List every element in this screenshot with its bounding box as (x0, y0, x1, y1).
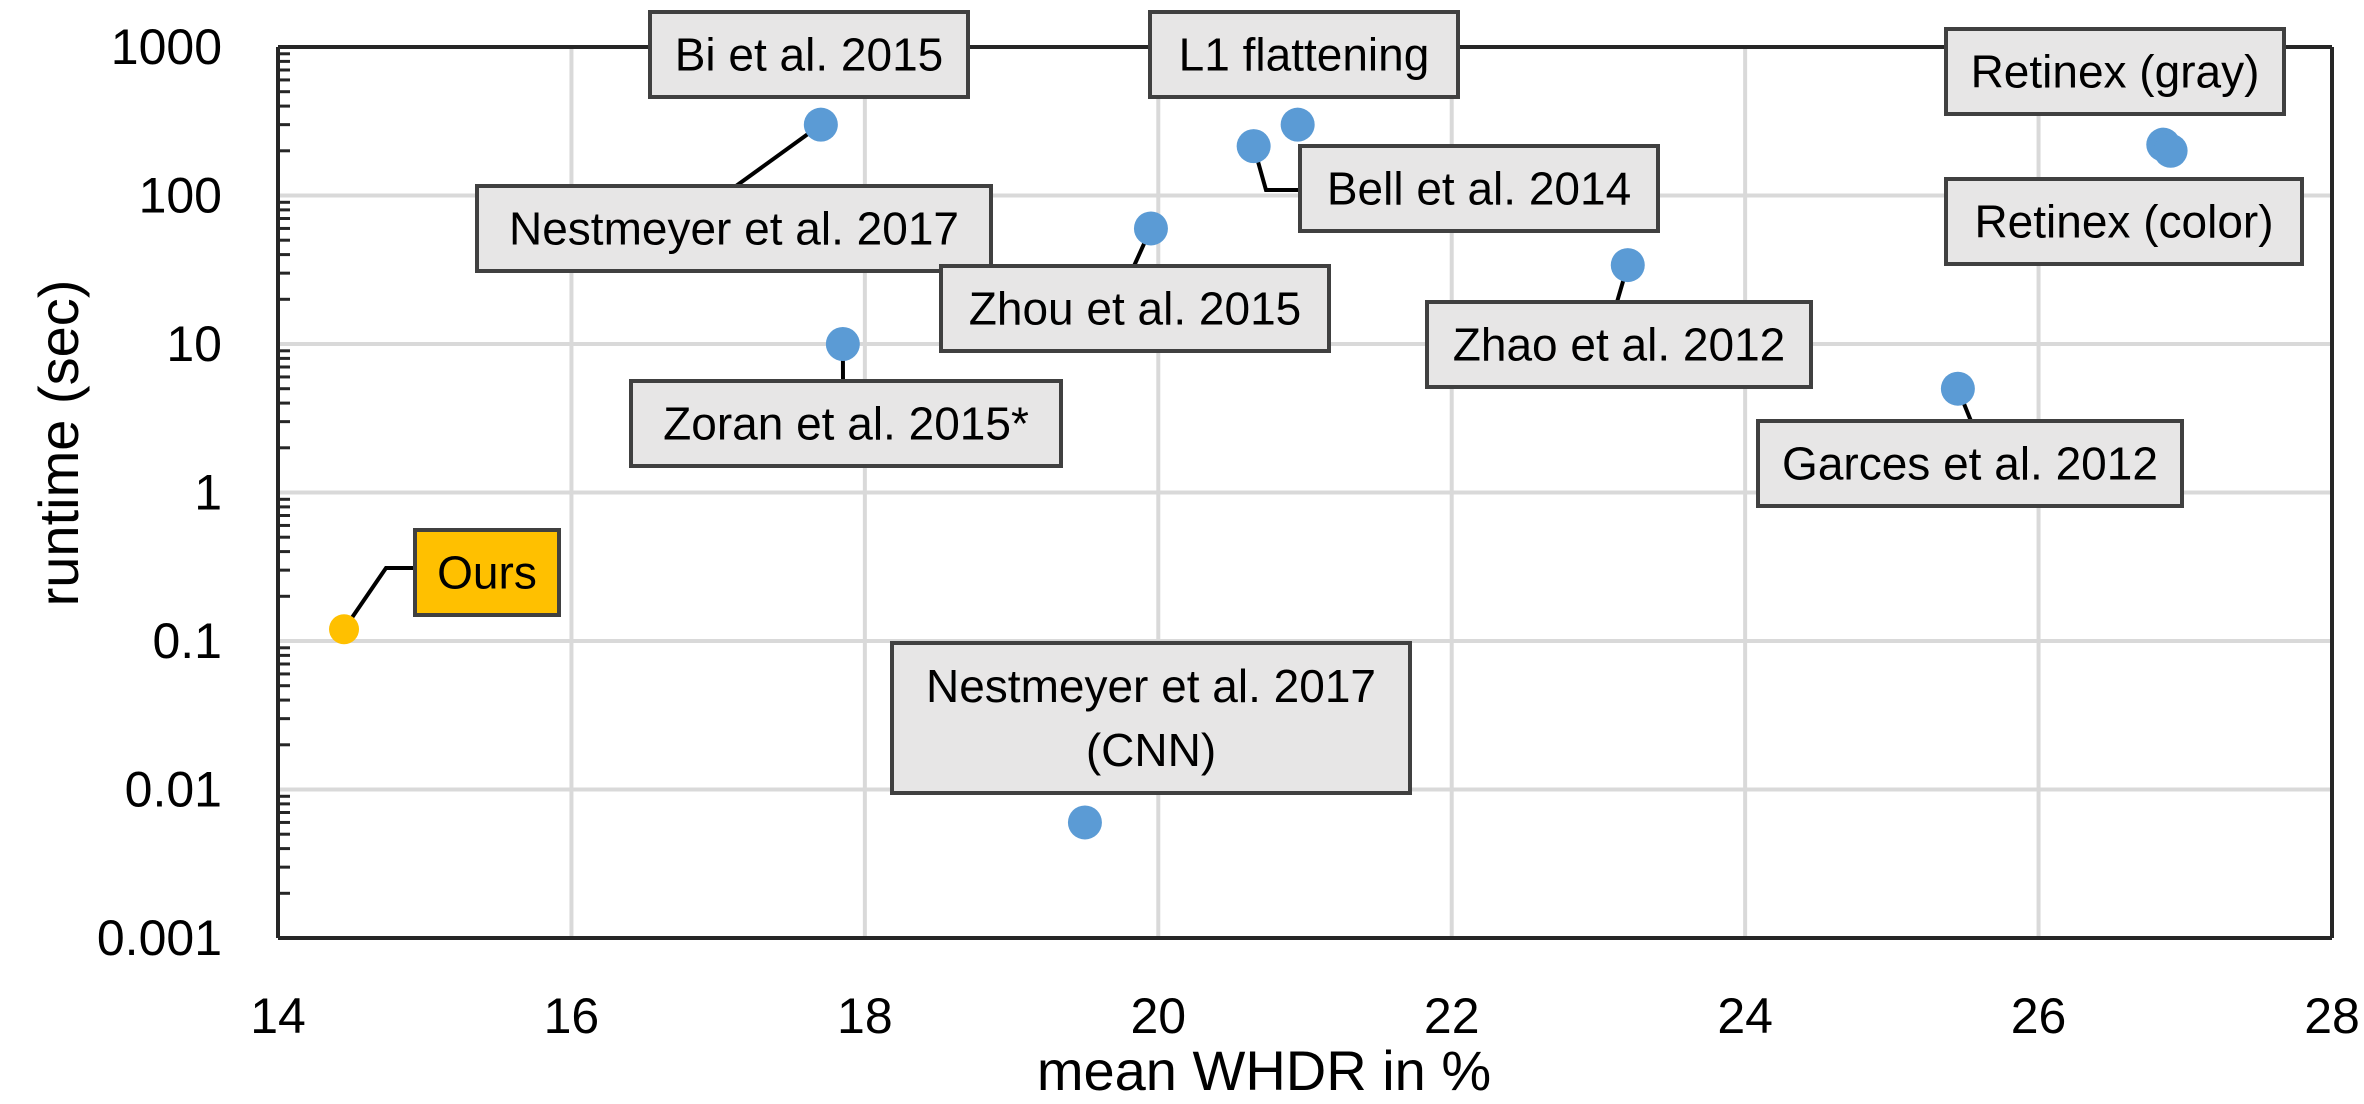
method-label-box (629, 379, 1063, 468)
point-label-text: Ours (437, 547, 537, 599)
point-label-text: Bell et al. 2014 (1327, 163, 1631, 215)
y-tick-label: 100 (139, 168, 222, 224)
method-point (1067, 805, 1102, 840)
method-label-box (1944, 27, 2286, 116)
x-tick-label: 24 (1717, 988, 1773, 1044)
x-tick-label: 14 (250, 988, 306, 1044)
method-label-box (1756, 419, 2184, 508)
point-label-text: Nestmeyer et al. 2017 (509, 203, 959, 255)
method-point (1610, 248, 1645, 283)
y-tick-label: 1 (194, 465, 222, 521)
method-label-box (1944, 177, 2304, 266)
method-label-box (939, 264, 1331, 353)
point-label-text: Nestmeyer et al. 2017 (926, 660, 1376, 712)
x-tick-label: 22 (1424, 988, 1480, 1044)
ours-point (329, 614, 360, 645)
method-label-box (1148, 10, 1460, 99)
ours-label-box (413, 528, 561, 617)
point-label-text: L1 flattening (1179, 29, 1430, 81)
method-label-box (475, 184, 993, 273)
tick-labels: 14 16 18 20 22 24 26 28 0.001 0.01 0.1 1 10 100 1000 (97, 19, 2360, 1044)
x-tick-label: 28 (2304, 988, 2360, 1044)
x-tick-label: 16 (544, 988, 600, 1044)
method-point (1940, 371, 1975, 406)
method-point (825, 327, 860, 361)
point-label-text: Zhao et al. 2012 (1453, 319, 1785, 371)
method-point (2153, 133, 2188, 168)
x-tick-label: 18 (837, 988, 893, 1044)
method-label-box (1425, 300, 1813, 389)
x-tick-label: 20 (1130, 988, 1186, 1044)
y-tick-label: 0.01 (125, 762, 222, 818)
y-tick-label: 1000 (111, 19, 222, 75)
x-axis-title: mean WHDR in % (1037, 1039, 1491, 1102)
method-point (1133, 211, 1168, 246)
point-label-text: (CNN) (1086, 724, 1216, 776)
data-points (329, 107, 2188, 840)
point-label-text: Bi et al. 2015 (675, 29, 944, 81)
connector-line (734, 123, 823, 188)
method-label-box (648, 10, 970, 99)
point-label-text: Retinex (color) (1974, 196, 2273, 248)
y-axis-title: runtime (sec) (27, 280, 90, 607)
x-tick-label: 26 (2011, 988, 2067, 1044)
method-label-box (890, 641, 1412, 795)
method-point (1236, 129, 1271, 164)
method-label-box (1298, 144, 1660, 233)
y-tick-label: 10 (166, 316, 222, 372)
y-tick-label: 0.1 (152, 613, 222, 669)
method-point (803, 107, 838, 142)
point-label-text: Garces et al. 2012 (1782, 438, 2158, 490)
point-label-text: Zoran et al. 2015* (663, 398, 1029, 450)
y-tick-label: 0.001 (97, 910, 222, 966)
point-label-text: Retinex (gray) (1971, 46, 2260, 98)
point-label-text: Zhou et al. 2015 (969, 283, 1301, 335)
method-point (1280, 107, 1315, 142)
connector-line (342, 566, 415, 631)
